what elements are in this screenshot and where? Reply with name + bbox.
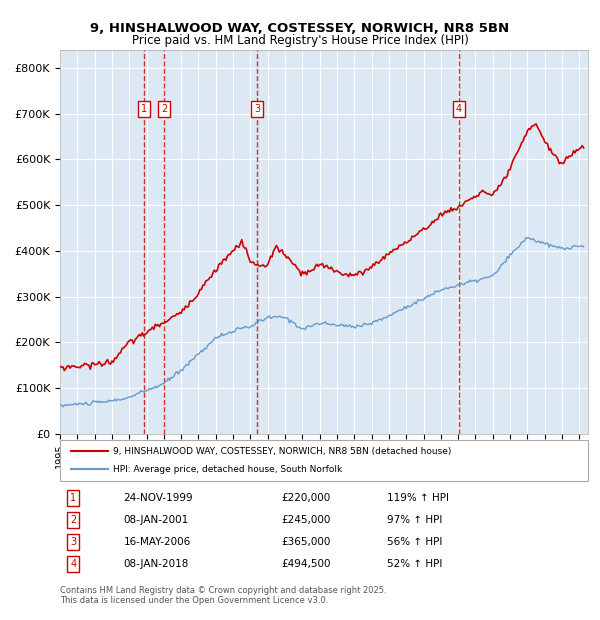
- Text: £245,000: £245,000: [282, 515, 331, 525]
- Text: 4: 4: [70, 559, 76, 569]
- Text: 2: 2: [70, 515, 76, 525]
- Text: 16-MAY-2006: 16-MAY-2006: [124, 537, 191, 547]
- Text: 3: 3: [254, 104, 260, 114]
- Text: 1: 1: [142, 104, 148, 114]
- Text: 97% ↑ HPI: 97% ↑ HPI: [388, 515, 443, 525]
- Text: 119% ↑ HPI: 119% ↑ HPI: [388, 493, 449, 503]
- Text: 4: 4: [455, 104, 461, 114]
- FancyBboxPatch shape: [60, 440, 588, 480]
- Text: 08-JAN-2018: 08-JAN-2018: [124, 559, 189, 569]
- Text: 52% ↑ HPI: 52% ↑ HPI: [388, 559, 443, 569]
- Text: £494,500: £494,500: [282, 559, 331, 569]
- Text: 9, HINSHALWOOD WAY, COSTESSEY, NORWICH, NR8 5BN (detached house): 9, HINSHALWOOD WAY, COSTESSEY, NORWICH, …: [113, 447, 451, 456]
- Text: 08-JAN-2001: 08-JAN-2001: [124, 515, 188, 525]
- Text: Contains HM Land Registry data © Crown copyright and database right 2025.
This d: Contains HM Land Registry data © Crown c…: [60, 586, 386, 605]
- Text: HPI: Average price, detached house, South Norfolk: HPI: Average price, detached house, Sout…: [113, 465, 342, 474]
- Text: £365,000: £365,000: [282, 537, 331, 547]
- Text: 56% ↑ HPI: 56% ↑ HPI: [388, 537, 443, 547]
- Text: £220,000: £220,000: [282, 493, 331, 503]
- Text: Price paid vs. HM Land Registry's House Price Index (HPI): Price paid vs. HM Land Registry's House …: [131, 34, 469, 47]
- Text: 1: 1: [70, 493, 76, 503]
- Text: 2: 2: [161, 104, 167, 114]
- Text: 9, HINSHALWOOD WAY, COSTESSEY, NORWICH, NR8 5BN: 9, HINSHALWOOD WAY, COSTESSEY, NORWICH, …: [91, 22, 509, 35]
- Text: 3: 3: [70, 537, 76, 547]
- Text: 24-NOV-1999: 24-NOV-1999: [124, 493, 193, 503]
